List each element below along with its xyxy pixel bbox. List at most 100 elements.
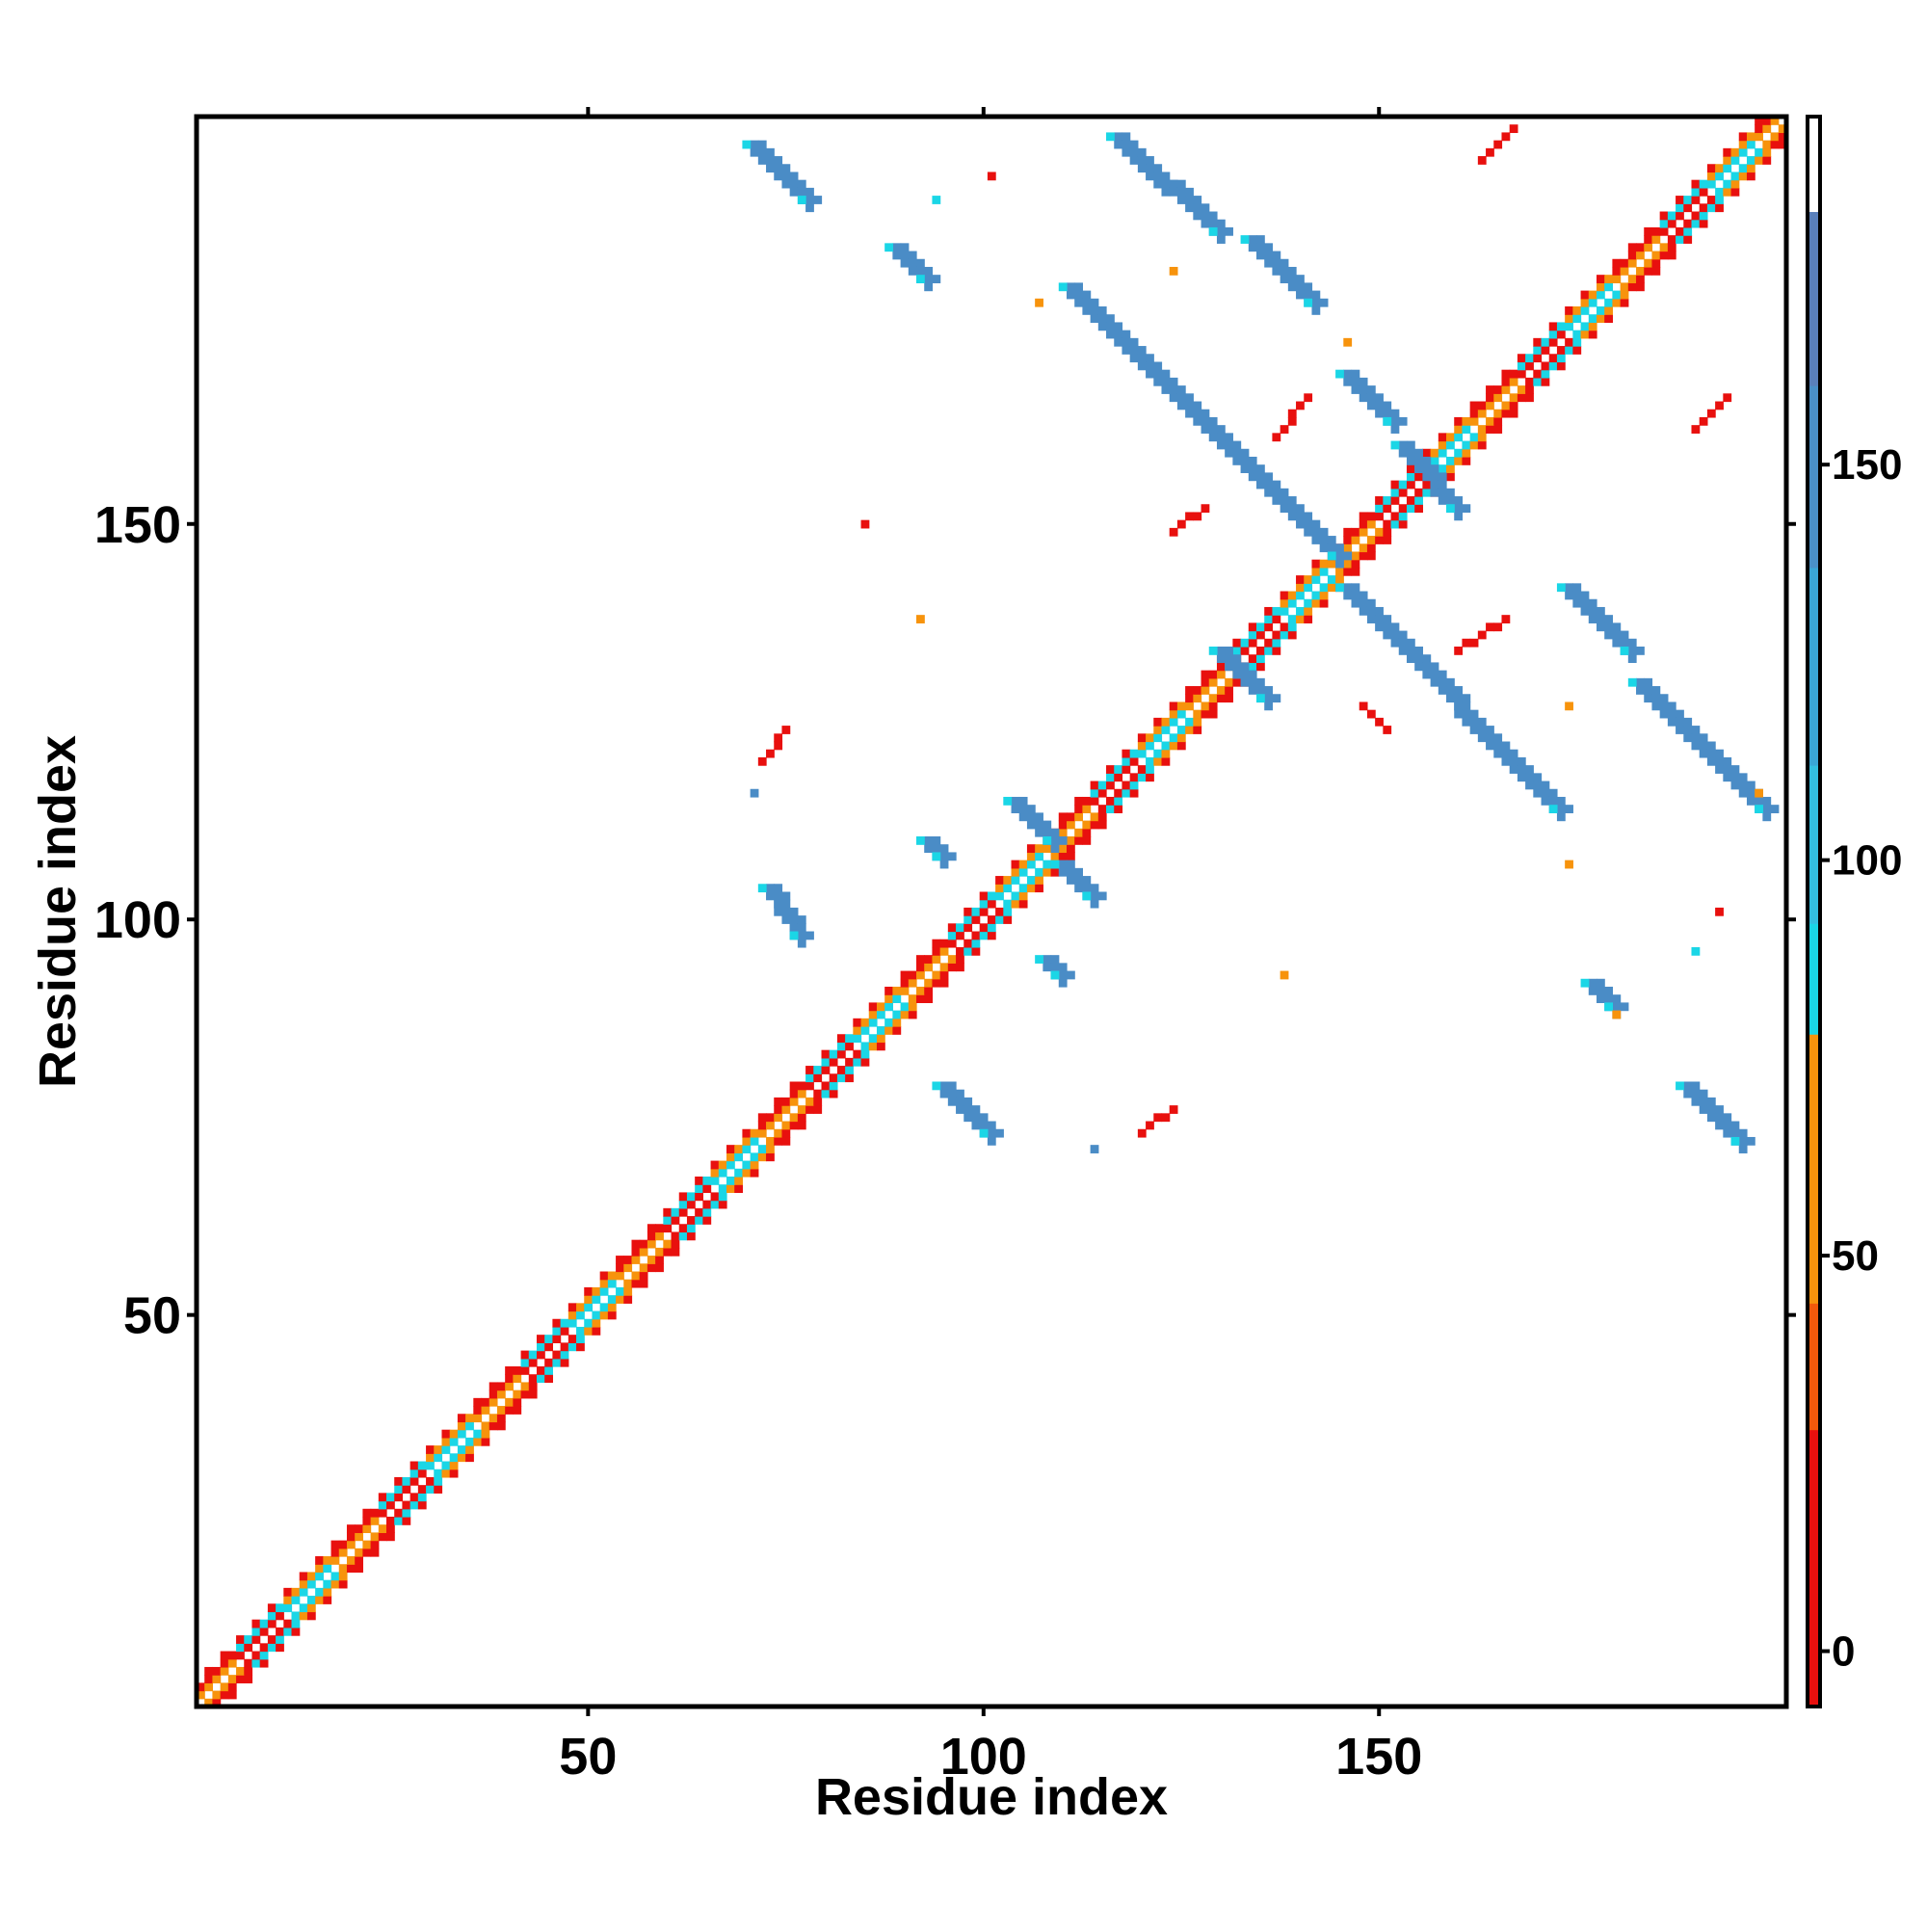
- contact-cell: [1755, 805, 1763, 813]
- diagonal-cell: [1525, 385, 1534, 394]
- diagonal-cell: [1762, 124, 1772, 134]
- contact-cell: [1414, 662, 1423, 672]
- contact-cell: [1612, 994, 1622, 1003]
- contact-cell: [1264, 488, 1274, 497]
- contact-cell: [1612, 1002, 1622, 1012]
- diagonal-cell: [924, 986, 934, 995]
- diagonal-cell: [544, 1358, 553, 1367]
- diagonal-cell: [417, 1493, 427, 1502]
- diagonal-cell: [1026, 852, 1036, 861]
- diagonal-cell: [330, 1572, 340, 1581]
- diagonal-cell: [244, 1658, 253, 1668]
- diagonal-cell: [1556, 361, 1566, 371]
- contact-cell: [1454, 504, 1464, 514]
- contact-cell: [1430, 662, 1439, 672]
- diagonal-cell: [1272, 606, 1281, 616]
- contact-cell: [947, 1089, 957, 1098]
- contact-cell: [1390, 425, 1400, 434]
- diagonal-cell: [251, 1658, 261, 1668]
- diagonal-cell: [956, 931, 964, 940]
- diagonal-cell: [956, 946, 964, 956]
- contact-cell: [1137, 1128, 1147, 1138]
- diagonal-cell: [1216, 694, 1226, 703]
- diagonal-cell: [259, 1627, 269, 1636]
- contact-cell: [1509, 756, 1518, 766]
- contact-cell: [1280, 275, 1289, 283]
- diagonal-cell: [916, 955, 925, 964]
- contact-cell: [1264, 694, 1274, 703]
- diagonal-cell: [315, 1556, 324, 1565]
- diagonal-cell: [1287, 630, 1297, 640]
- diagonal-cell: [227, 1651, 237, 1660]
- diagonal-cell: [1636, 282, 1645, 292]
- diagonal-cell: [971, 931, 981, 940]
- contact-cell: [1462, 504, 1471, 514]
- diagonal-cell: [330, 1556, 340, 1565]
- diagonal-cell: [1454, 448, 1464, 458]
- contact-cell: [774, 172, 783, 181]
- contact-cell: [1208, 416, 1218, 426]
- contact-cell: [939, 844, 949, 854]
- diagonal-cell: [402, 1516, 411, 1525]
- diagonal-cell: [1390, 519, 1400, 529]
- diagonal-cell: [1106, 796, 1115, 806]
- diagonal-cell: [671, 1216, 680, 1225]
- contact-cell: [1082, 876, 1092, 885]
- diagonal-cell: [1469, 401, 1479, 410]
- contact-cell: [1390, 638, 1400, 648]
- x-tick-label: 150: [1335, 1728, 1422, 1786]
- diagonal-cell: [1161, 749, 1171, 758]
- diagonal-cell: [876, 1010, 885, 1019]
- contact-cell: [1580, 591, 1590, 600]
- contact-cell: [971, 1121, 981, 1130]
- diagonal-cell: [884, 986, 893, 995]
- diagonal-cell: [1106, 765, 1115, 774]
- diagonal-cell: [481, 1406, 490, 1415]
- diagonal-cell: [1248, 662, 1257, 672]
- diagonal-cell: [639, 1279, 648, 1288]
- contact-cell: [1066, 970, 1075, 980]
- diagonal-cell: [1169, 733, 1178, 743]
- diagonal-cell: [1011, 891, 1020, 901]
- diagonal-cell: [599, 1286, 609, 1296]
- diagonal-cell: [576, 1326, 585, 1336]
- diagonal-cell: [1762, 156, 1772, 165]
- diagonal-cell: [1572, 314, 1582, 324]
- diagonal-cell: [1699, 211, 1708, 221]
- diagonal-cell: [568, 1310, 577, 1320]
- diagonal-cell: [1082, 796, 1092, 806]
- diagonal-cell: [592, 1310, 601, 1320]
- diagonal-cell: [1414, 496, 1423, 505]
- diagonal-cell: [797, 1089, 806, 1098]
- contact-cell: [1122, 132, 1131, 142]
- diagonal-cell: [1074, 836, 1083, 845]
- contact-cell: [1454, 694, 1464, 703]
- diagonal-cell: [306, 1572, 316, 1581]
- diagonal-cell: [1659, 219, 1669, 228]
- diagonal-cell: [1454, 425, 1464, 434]
- contact-cell: [1627, 647, 1637, 655]
- contact-cell: [1161, 179, 1171, 189]
- diagonal-cell: [441, 1469, 451, 1478]
- diagonal-cell: [1691, 196, 1701, 204]
- diagonal-cell: [1359, 527, 1368, 537]
- contact-cell: [1446, 488, 1455, 497]
- diagonal-cell: [1122, 756, 1131, 766]
- diagonal-cell: [1446, 433, 1455, 442]
- contact-cell: [781, 907, 791, 916]
- diagonal-cell: [639, 1263, 648, 1273]
- contact-cell: [1446, 694, 1455, 703]
- contact-cell: [1438, 677, 1447, 687]
- contact-cell: [1406, 448, 1415, 458]
- diagonal-cell: [726, 1152, 735, 1162]
- diagonal-cell: [568, 1303, 577, 1312]
- contact-cell: [1359, 606, 1368, 616]
- contact-cell: [1525, 781, 1534, 790]
- diagonal-cell: [1050, 852, 1060, 861]
- contact-cell: [1137, 361, 1147, 371]
- diagonal-cell: [1366, 519, 1376, 529]
- diagonal-cell: [939, 978, 949, 988]
- diagonal-cell: [1097, 781, 1107, 790]
- contact-cell: [1746, 788, 1755, 798]
- diagonal-cell: [1667, 243, 1676, 252]
